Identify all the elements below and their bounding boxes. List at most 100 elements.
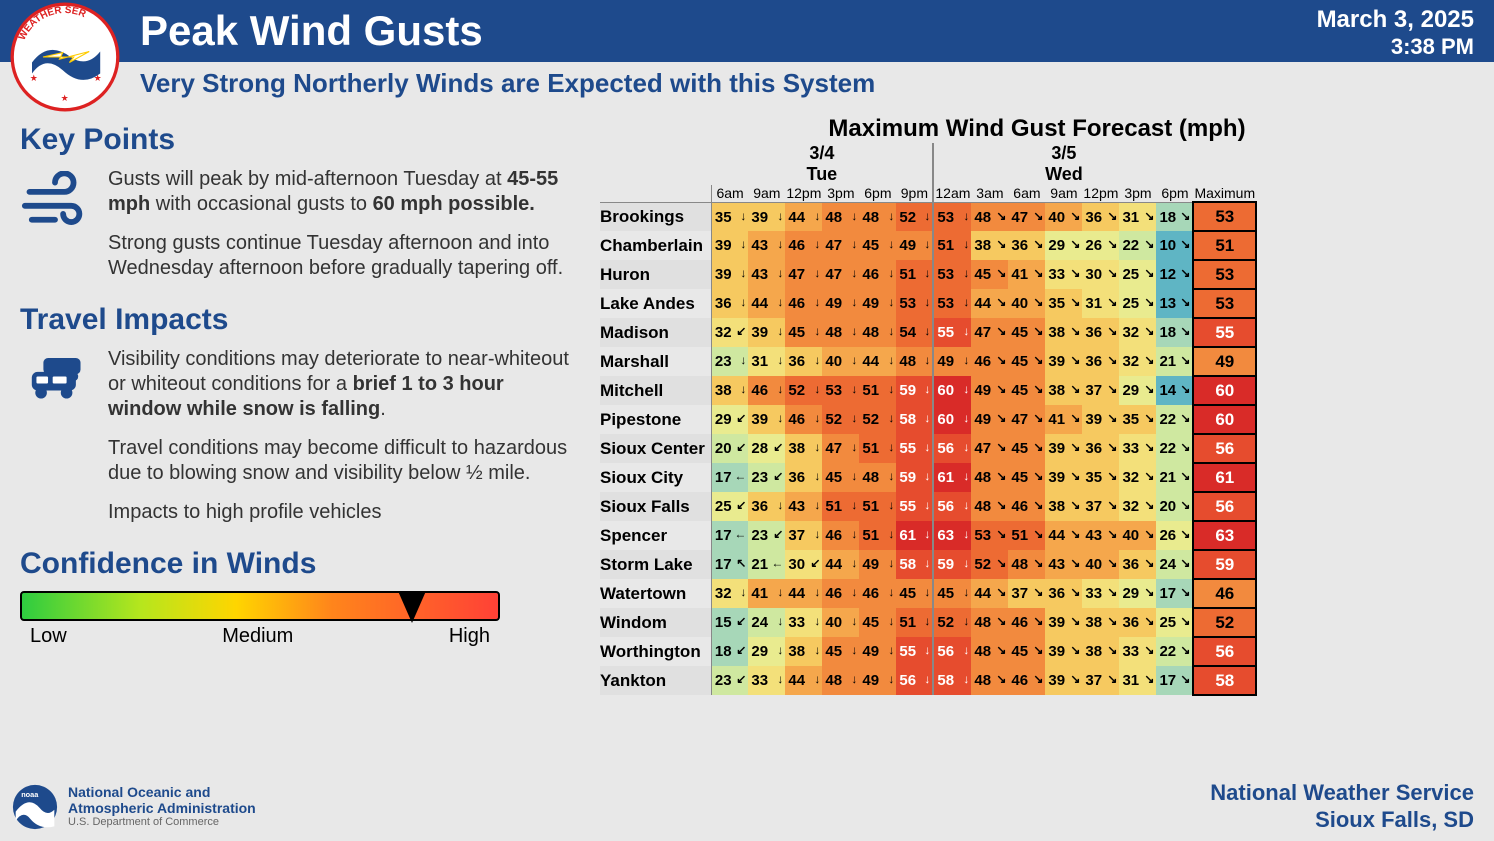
table-row: Pipestone29↙39↓46↓52↓52↓58↓60↓49↘47↘41↘3… (600, 405, 1256, 434)
gust-cell: 23↓ (711, 347, 748, 376)
gust-cell: 40↘ (1119, 521, 1156, 550)
gust-cell: 38↓ (785, 637, 822, 666)
city-label: Sioux Center (600, 434, 711, 463)
gust-cell: 59↓ (933, 550, 971, 579)
confidence-high: High (449, 625, 490, 648)
header-timestamp: March 3, 2025 3:38 PM (1317, 6, 1474, 60)
gust-cell: 45↓ (933, 579, 971, 608)
gust-cell: 39↘ (1045, 434, 1082, 463)
key-points-title: Key Points (20, 123, 580, 157)
gust-cell: 44↓ (785, 579, 822, 608)
gust-cell: 36↘ (1119, 608, 1156, 637)
city-label: Lake Andes (600, 289, 711, 318)
gust-cell: 21↘ (1156, 347, 1193, 376)
gust-cell: 48↓ (859, 463, 896, 492)
gust-cell: 20↘ (1156, 492, 1193, 521)
gust-cell: 44↘ (971, 289, 1008, 318)
gust-cell: 53↓ (933, 289, 971, 318)
footer: noaa National Oceanic and Atmospheric Ad… (12, 780, 1474, 833)
gust-cell: 45↓ (896, 579, 933, 608)
gust-cell: 45↘ (1008, 463, 1045, 492)
gust-cell: 47↘ (1008, 405, 1045, 434)
gust-cell: 37↘ (1082, 666, 1119, 695)
max-cell: 53 (1193, 289, 1256, 318)
gust-cell: 38↘ (1045, 376, 1082, 405)
gust-cell: 48↘ (971, 608, 1008, 637)
max-cell: 63 (1193, 521, 1256, 550)
gust-cell: 38↓ (711, 376, 748, 405)
gust-cell: 44↘ (971, 579, 1008, 608)
key-point-2: Strong gusts continue Tuesday afternoon … (108, 231, 580, 281)
gust-cell: 41↘ (1045, 405, 1082, 434)
gust-cell: 48↓ (822, 318, 859, 347)
max-cell: 56 (1193, 434, 1256, 463)
gust-cell: 39↓ (748, 318, 785, 347)
max-cell: 46 (1193, 579, 1256, 608)
gust-cell: 25↘ (1119, 289, 1156, 318)
gust-cell: 17↘ (1156, 666, 1193, 695)
gust-cell: 10↘ (1156, 231, 1193, 260)
gust-cell: 18↙ (711, 637, 748, 666)
gust-cell: 22↘ (1156, 434, 1193, 463)
gust-cell: 32↘ (1119, 492, 1156, 521)
key-point-1: Gusts will peak by mid-afternoon Tuesday… (108, 167, 580, 217)
gust-cell: 35↘ (1082, 463, 1119, 492)
gust-cell: 18↘ (1156, 202, 1193, 231)
gust-cell: 55↓ (896, 637, 933, 666)
gust-cell: 48↘ (971, 492, 1008, 521)
gust-cell: 53↓ (896, 289, 933, 318)
gust-cell: 51↓ (933, 231, 971, 260)
gust-cell: 36↓ (785, 463, 822, 492)
svg-text:★: ★ (61, 93, 69, 103)
gust-cell: 14↘ (1156, 376, 1193, 405)
confidence-title: Confidence in Winds (20, 547, 580, 581)
gust-cell: 44↓ (859, 347, 896, 376)
gust-cell: 48↓ (822, 666, 859, 695)
table-row: Windom15↙24↓33↓40↓45↓51↓52↓48↘46↘39↘38↘3… (600, 608, 1256, 637)
confidence-bar (20, 591, 500, 621)
gust-cell: 51↓ (859, 434, 896, 463)
gust-cell: 36↓ (785, 347, 822, 376)
table-row: Worthington18↙29↓38↓45↓49↓55↓56↓48↘45↘39… (600, 637, 1256, 666)
city-label: Pipestone (600, 405, 711, 434)
gust-cell: 40↘ (1082, 550, 1119, 579)
right-column: Maximum Wind Gust Forecast (mph) 3/43/5T… (600, 115, 1474, 696)
gust-cell: 61↓ (933, 463, 971, 492)
table-row: Sioux City17←23↙36↓45↓48↓59↓61↓48↘45↘39↘… (600, 463, 1256, 492)
header-date: March 3, 2025 (1317, 6, 1474, 34)
max-cell: 51 (1193, 231, 1256, 260)
city-label: Sioux City (600, 463, 711, 492)
table-row: Watertown32↓41↓44↓46↓46↓45↓45↓44↘37↘36↘3… (600, 579, 1256, 608)
gust-cell: 41↘ (1008, 260, 1045, 289)
footer-nws-text: National Weather Service Sioux Falls, SD (1210, 780, 1474, 833)
gust-cell: 48↘ (971, 463, 1008, 492)
gust-cell: 35↘ (1045, 289, 1082, 318)
travel-impact-2: Travel conditions may become difficult t… (108, 436, 580, 486)
gust-cell: 13↘ (1156, 289, 1193, 318)
gust-cell: 18↘ (1156, 318, 1193, 347)
gust-cell: 36↓ (748, 492, 785, 521)
gust-cell: 30↙ (785, 550, 822, 579)
gust-cell: 46↓ (822, 521, 859, 550)
city-label: Brookings (600, 202, 711, 231)
gust-cell: 51↓ (822, 492, 859, 521)
gust-cell: 37↘ (1082, 492, 1119, 521)
gust-cell: 39↘ (1045, 637, 1082, 666)
gust-cell: 32↘ (1119, 347, 1156, 376)
confidence-labels: Low Medium High (20, 625, 500, 648)
gust-cell: 53↓ (933, 202, 971, 231)
gust-cell: 46↓ (785, 289, 822, 318)
gust-cell: 21↘ (1156, 463, 1193, 492)
gust-cell: 40↘ (1008, 289, 1045, 318)
gust-cell: 43↘ (1082, 521, 1119, 550)
gust-cell: 32↙ (711, 318, 748, 347)
gust-cell: 56↓ (933, 637, 971, 666)
gust-cell: 36↘ (1082, 434, 1119, 463)
footer-noaa-text: National Oceanic and Atmospheric Adminis… (68, 785, 256, 828)
gust-cell: 36↘ (1082, 202, 1119, 231)
gust-cell: 21← (748, 550, 785, 579)
city-label: Madison (600, 318, 711, 347)
gust-cell: 49↓ (933, 347, 971, 376)
gust-cell: 22↘ (1119, 231, 1156, 260)
gust-cell: 39↘ (1045, 347, 1082, 376)
